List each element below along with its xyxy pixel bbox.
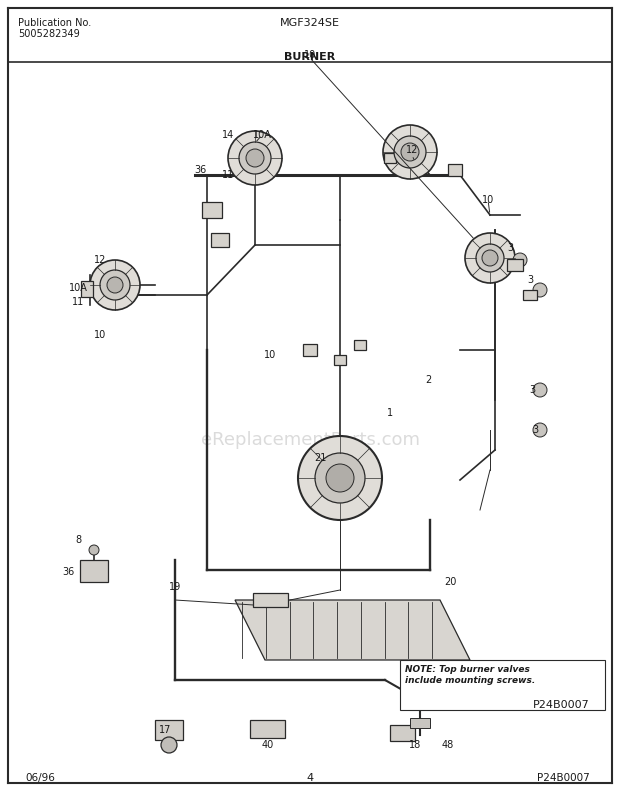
- Circle shape: [533, 423, 547, 437]
- Text: 3: 3: [507, 243, 513, 253]
- Text: 5005282349: 5005282349: [18, 29, 80, 39]
- Text: 48: 48: [442, 740, 454, 750]
- Circle shape: [394, 136, 426, 168]
- Bar: [80, 560, 108, 582]
- Circle shape: [90, 260, 140, 310]
- Text: Publication No.: Publication No.: [18, 18, 91, 28]
- Text: include mounting screws.: include mounting screws.: [405, 676, 535, 685]
- Text: 20: 20: [444, 577, 456, 587]
- Text: 19: 19: [169, 582, 181, 592]
- Text: 3: 3: [529, 385, 535, 395]
- Circle shape: [100, 270, 130, 300]
- Bar: [400, 660, 605, 710]
- Text: 10: 10: [482, 195, 494, 205]
- Text: 10A: 10A: [252, 130, 272, 140]
- Text: 10: 10: [264, 350, 276, 360]
- Text: 36: 36: [194, 165, 206, 175]
- Text: 3: 3: [532, 425, 538, 435]
- Circle shape: [239, 142, 271, 174]
- Circle shape: [513, 253, 527, 267]
- Circle shape: [533, 283, 547, 297]
- Text: MGF324SE: MGF324SE: [280, 18, 340, 28]
- Circle shape: [161, 737, 177, 753]
- Text: 10: 10: [304, 50, 316, 60]
- Text: 36: 36: [62, 567, 74, 577]
- Text: 12: 12: [94, 255, 106, 265]
- Circle shape: [465, 233, 515, 283]
- Bar: [211, 233, 229, 247]
- Text: 2: 2: [425, 375, 431, 385]
- Text: 1: 1: [387, 408, 393, 418]
- Bar: [250, 720, 285, 738]
- Text: 40: 40: [262, 740, 274, 750]
- Text: NOTE: Top burner valves: NOTE: Top burner valves: [405, 665, 530, 674]
- Bar: [523, 290, 537, 300]
- Polygon shape: [235, 600, 470, 660]
- Circle shape: [298, 436, 382, 520]
- Bar: [252, 593, 288, 607]
- Circle shape: [107, 277, 123, 293]
- Text: 11: 11: [72, 297, 84, 307]
- Bar: [334, 355, 346, 365]
- Circle shape: [482, 250, 498, 266]
- Text: 17: 17: [159, 725, 171, 735]
- Text: 3: 3: [527, 275, 533, 285]
- Bar: [384, 153, 396, 163]
- Circle shape: [326, 464, 354, 492]
- Text: 10A: 10A: [69, 283, 87, 293]
- Text: 8: 8: [75, 535, 81, 545]
- Text: BURNER: BURNER: [285, 52, 335, 62]
- Bar: [390, 725, 415, 741]
- Bar: [354, 340, 366, 350]
- Bar: [303, 344, 317, 356]
- Text: 14: 14: [222, 130, 234, 140]
- Circle shape: [246, 149, 264, 167]
- Text: 18: 18: [409, 740, 421, 750]
- Text: 4: 4: [306, 773, 314, 783]
- Text: 10: 10: [94, 330, 106, 340]
- Circle shape: [89, 545, 99, 555]
- Text: 21: 21: [314, 453, 326, 463]
- Circle shape: [228, 131, 282, 185]
- Text: 06/96: 06/96: [25, 773, 55, 783]
- Circle shape: [476, 244, 504, 272]
- Circle shape: [533, 383, 547, 397]
- Text: P24B0007: P24B0007: [538, 773, 590, 783]
- Circle shape: [383, 125, 437, 179]
- Circle shape: [315, 453, 365, 503]
- Text: P24B0007: P24B0007: [533, 700, 590, 710]
- Bar: [155, 720, 183, 740]
- Bar: [81, 281, 93, 297]
- Bar: [507, 259, 523, 271]
- Circle shape: [401, 143, 419, 161]
- Text: 12: 12: [406, 145, 418, 155]
- Text: 11: 11: [222, 170, 234, 180]
- Bar: [202, 202, 222, 218]
- Bar: [410, 718, 430, 728]
- Bar: [448, 164, 462, 176]
- Text: eReplacementParts.com: eReplacementParts.com: [200, 431, 420, 449]
